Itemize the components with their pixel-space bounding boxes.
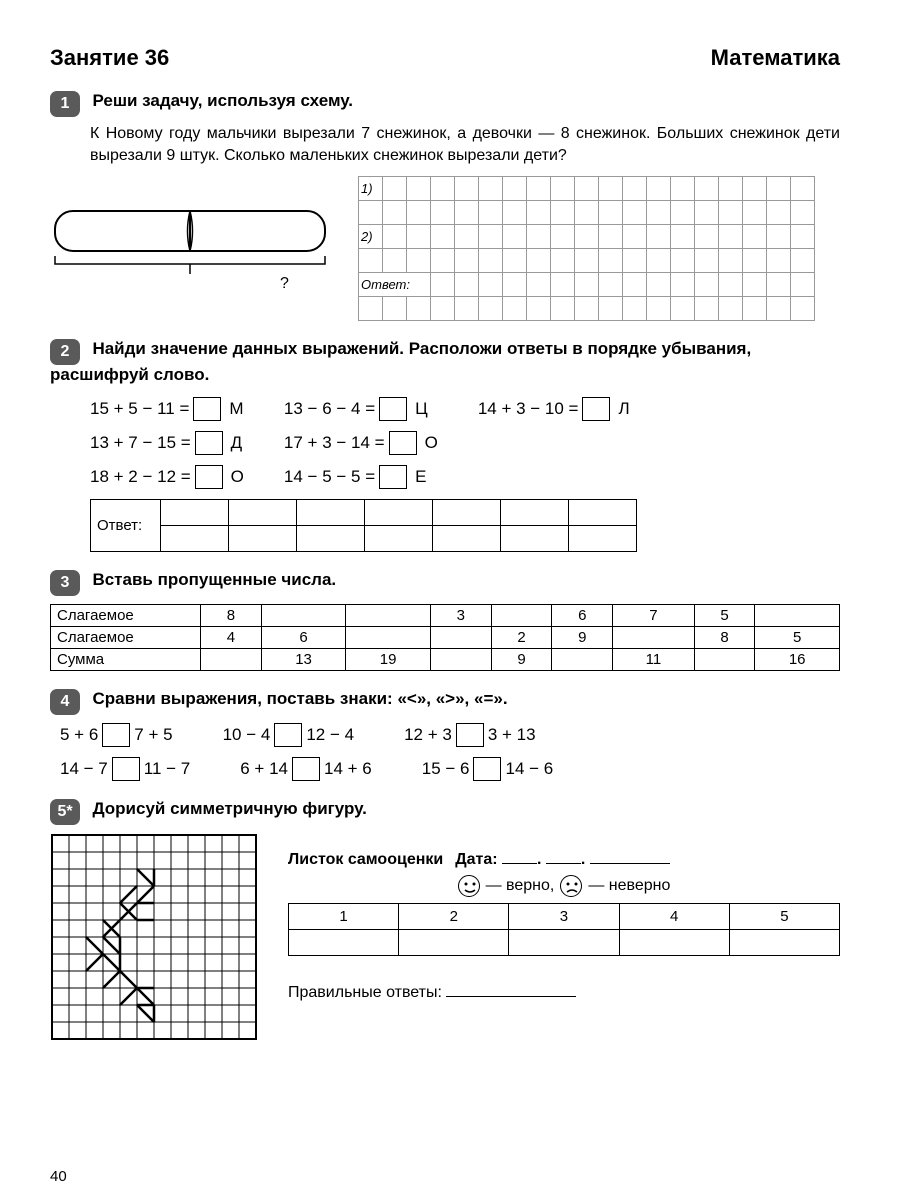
task-3-table[interactable]: Слагаемое83675Слагаемое462985Сумма131991… xyxy=(50,604,840,671)
date-day-field[interactable] xyxy=(502,848,537,864)
subject-title: Математика xyxy=(711,45,840,71)
page-number: 40 xyxy=(50,1168,67,1185)
task-badge-5: 5* xyxy=(50,799,80,825)
task-2-title: Найди значение данных выражений. Располо… xyxy=(50,339,751,384)
sad-face-icon xyxy=(560,875,582,897)
task-5-title: Дорисуй симметричную фигуру. xyxy=(92,799,366,818)
task-1: 1 Реши задачу, используя схему. К Новому… xyxy=(50,91,840,321)
self-assessment-table[interactable]: 12345 xyxy=(288,903,840,956)
legend-incorrect: — неверно xyxy=(588,877,670,895)
task-2-equations: 15 + 5 − 11 =М13 + 7 − 15 =Д18 + 2 − 12 … xyxy=(90,395,840,491)
task-1-title: Реши задачу, используя схему. xyxy=(92,91,353,110)
happy-face-icon xyxy=(458,875,480,897)
task-badge-3: 3 xyxy=(50,570,80,596)
task-2: 2 Найди значение данных выражений. Распо… xyxy=(50,339,840,552)
task-1-text: К Новому году мальчики вырезали 7 снежин… xyxy=(90,123,840,168)
task-4: 4 Сравни выражения, поставь знаки: «<», … xyxy=(50,689,840,781)
date-label: Дата: xyxy=(455,851,497,868)
task-3: 3 Вставь пропущенные числа. Слагаемое836… xyxy=(50,570,840,671)
symmetry-grid[interactable] xyxy=(50,833,258,1041)
task-1-diagram: ? xyxy=(50,206,340,321)
task-badge-2: 2 xyxy=(50,339,80,365)
date-year-field[interactable] xyxy=(590,848,670,864)
legend-correct: — верно, xyxy=(486,877,555,895)
task-2-answer-table[interactable]: Ответ: xyxy=(90,499,637,552)
page-header: Занятие 36 Математика xyxy=(50,45,840,71)
task-4-rows[interactable]: 5 + 67 + 510 − 412 − 412 + 33 + 1314 − 7… xyxy=(60,723,840,781)
lesson-number: Занятие 36 xyxy=(50,45,169,71)
task-5: 5* Дорисуй симметричную фигуру. Листок с… xyxy=(50,799,840,1041)
date-month-field[interactable] xyxy=(546,848,581,864)
task-3-title: Вставь пропущенные числа. xyxy=(92,570,336,589)
self-assessment: Листок самооценки Дата: . . xyxy=(288,848,840,1041)
svg-text:?: ? xyxy=(280,275,289,292)
self-title-text: Листок самооценки xyxy=(288,851,443,869)
task-4-title: Сравни выражения, поставь знаки: «<», «>… xyxy=(92,689,507,708)
correct-answers-label: Правильные ответы: xyxy=(288,984,442,1001)
correct-answers-field[interactable] xyxy=(446,981,576,997)
task-badge-1: 1 xyxy=(50,91,80,117)
task-badge-4: 4 xyxy=(50,689,80,715)
task-1-answer-grid[interactable]: 1)2)Ответ: xyxy=(358,176,840,321)
